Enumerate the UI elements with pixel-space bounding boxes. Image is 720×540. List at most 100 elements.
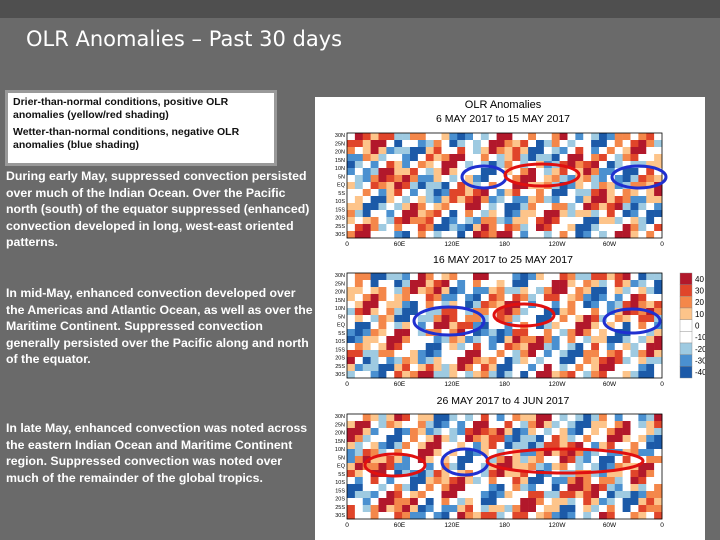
map-cell <box>433 456 442 464</box>
map-cell <box>402 456 411 464</box>
map-cell <box>654 231 663 239</box>
map-panel <box>347 133 663 239</box>
map-cell <box>614 505 623 513</box>
map-cell <box>646 484 655 492</box>
map-cell <box>543 414 553 422</box>
map-cell <box>394 210 403 218</box>
map-cell <box>488 154 497 162</box>
map-cell <box>473 294 482 302</box>
map-cell <box>465 133 474 141</box>
map-cell <box>370 294 379 302</box>
map-cell <box>370 287 379 295</box>
lat-label: 30N <box>335 414 345 420</box>
map-cell <box>606 512 616 520</box>
map-cell <box>622 505 631 513</box>
map-cell <box>378 301 387 309</box>
map-cell <box>543 273 553 281</box>
map-cell <box>378 343 387 351</box>
lon-label: 120W <box>549 381 567 388</box>
map-cell <box>394 435 403 443</box>
map-cell <box>457 301 466 309</box>
map-cell <box>386 189 395 197</box>
lon-label: 120E <box>444 522 460 529</box>
colorbar-label: -40 <box>695 368 705 377</box>
map-cell <box>599 168 608 176</box>
map-cell <box>496 350 505 358</box>
map-cell <box>567 308 576 316</box>
map-cell <box>591 463 600 471</box>
map-cell <box>591 357 600 365</box>
map-cell <box>480 182 490 190</box>
map-cell <box>528 203 537 211</box>
map-cell <box>457 161 466 169</box>
map-cell <box>622 484 631 492</box>
map-cell <box>425 322 434 330</box>
map-cell <box>362 414 371 422</box>
map-cell <box>347 336 356 344</box>
map-cell <box>536 336 545 344</box>
map-cell <box>559 357 568 365</box>
map-cell <box>480 217 490 225</box>
map-cell <box>630 231 639 239</box>
map-cell <box>354 414 364 422</box>
map-cell <box>449 287 458 295</box>
map-cell <box>394 484 403 492</box>
lat-label: 25S <box>335 364 345 370</box>
map-cell <box>370 421 379 429</box>
lat-label: EQ <box>337 323 346 329</box>
map-cell <box>465 189 474 197</box>
map-cell <box>449 414 458 422</box>
map-cell <box>638 217 647 225</box>
map-cell <box>559 350 568 358</box>
map-cell <box>543 308 553 316</box>
map-cell <box>567 231 576 239</box>
map-cell <box>394 308 403 316</box>
map-cell <box>630 133 639 141</box>
map-cell <box>567 435 576 443</box>
map-cell <box>378 203 387 211</box>
map-cell <box>354 315 364 323</box>
map-cell <box>528 435 537 443</box>
map-cell <box>646 421 655 429</box>
map-cell <box>504 196 513 204</box>
map-cell <box>606 343 616 351</box>
map-cell <box>354 133 364 141</box>
map-cell <box>512 217 521 225</box>
map-cell <box>425 470 434 478</box>
map-cell <box>654 329 663 337</box>
map-cell <box>402 210 411 218</box>
map-cell <box>512 140 521 148</box>
map-cell <box>410 329 419 337</box>
map-cell <box>386 210 395 218</box>
map-cell <box>354 505 364 513</box>
map-cell <box>394 133 403 141</box>
map-cell <box>543 133 553 141</box>
map-cell <box>354 512 364 520</box>
map-cell <box>606 189 616 197</box>
map-cell <box>512 287 521 295</box>
map-cell <box>591 231 600 239</box>
map-cell <box>378 477 387 485</box>
map-cell <box>599 491 608 499</box>
map-cell <box>536 168 545 176</box>
map-cell <box>622 217 631 225</box>
map-cell <box>425 477 434 485</box>
map-cell <box>528 308 537 316</box>
map-cell <box>386 175 395 183</box>
map-cell <box>559 456 568 464</box>
map-cell <box>394 505 403 513</box>
map-cell <box>394 357 403 365</box>
map-cell <box>654 428 663 436</box>
map-cell <box>575 343 584 351</box>
map-cell <box>654 161 663 169</box>
lon-label: 60W <box>603 381 617 388</box>
map-cell <box>504 350 513 358</box>
map-cell <box>425 456 434 464</box>
map-cell <box>370 428 379 436</box>
map-cell <box>425 364 434 372</box>
map-cell <box>599 189 608 197</box>
map-cell <box>504 140 513 148</box>
map-cell <box>347 421 356 429</box>
map-cell <box>551 210 560 218</box>
map-cell <box>394 301 403 309</box>
